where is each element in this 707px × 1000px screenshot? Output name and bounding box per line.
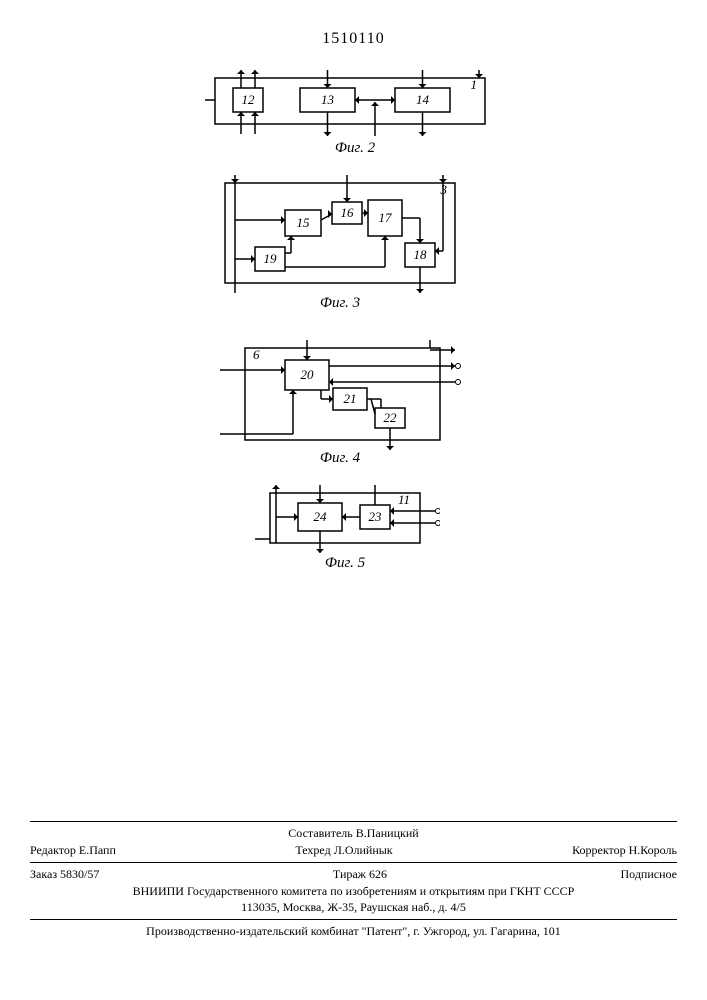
svg-text:20: 20 — [301, 367, 315, 382]
svg-text:21: 21 — [344, 391, 357, 406]
svg-text:19: 19 — [264, 251, 278, 266]
compiler-line: Составитель В.Паницкий — [30, 825, 677, 842]
org-line-2: 113035, Москва, Ж-35, Раушская наб., д. … — [30, 899, 677, 916]
page: 1510110 1213141 Фиг. 2 15161718193 Фиг. … — [0, 0, 707, 1000]
fig5-label: Фиг. 5 — [250, 555, 440, 572]
svg-text:18: 18 — [414, 247, 428, 262]
svg-text:17: 17 — [379, 210, 393, 225]
org-line-1: ВНИИПИ Государственного комитета по изоб… — [30, 883, 677, 900]
svg-text:23: 23 — [369, 509, 383, 524]
subscription: Подписное — [621, 866, 678, 883]
publisher-line: Производственно-издательский комбинат "П… — [30, 923, 677, 940]
svg-text:14: 14 — [416, 92, 430, 107]
svg-text:12: 12 — [242, 92, 256, 107]
fig3-label: Фиг. 3 — [210, 295, 470, 312]
svg-text:24: 24 — [314, 509, 328, 524]
order-number: Заказ 5830/57 — [30, 866, 99, 883]
figure-5: 24 23 11 Фиг. 5 — [250, 485, 440, 572]
credits-row: Редактор Е.Папп Техред Л.Олийнык Коррект… — [30, 842, 677, 859]
figure-4: 20 21 22 6 Фиг. 4 — [215, 340, 465, 467]
fig4-label: Фиг. 4 — [215, 450, 465, 467]
svg-text:16: 16 — [341, 205, 355, 220]
svg-text:6: 6 — [253, 347, 260, 362]
order-row: Заказ 5830/57 Тираж 626 Подписное — [30, 866, 677, 883]
svg-text:22: 22 — [384, 410, 398, 425]
editor: Редактор Е.Папп — [30, 842, 116, 859]
corrector: Корректор Н.Король — [572, 842, 677, 859]
circulation: Тираж 626 — [333, 866, 387, 883]
svg-text:11: 11 — [398, 492, 410, 507]
figure-3: 15161718193 Фиг. 3 — [210, 175, 470, 312]
svg-text:1: 1 — [471, 77, 478, 92]
figure-2: 12 13 14 1 Фиг. 2 — [205, 70, 505, 157]
svg-text:15: 15 — [297, 215, 311, 230]
techred: Техред Л.Олийнык — [295, 842, 392, 859]
fig2-label: Фиг. 2 — [205, 140, 505, 157]
svg-text:13: 13 — [321, 92, 335, 107]
footer-block: Составитель В.Паницкий Редактор Е.Папп Т… — [30, 818, 677, 940]
patent-number: 1510110 — [0, 30, 707, 48]
